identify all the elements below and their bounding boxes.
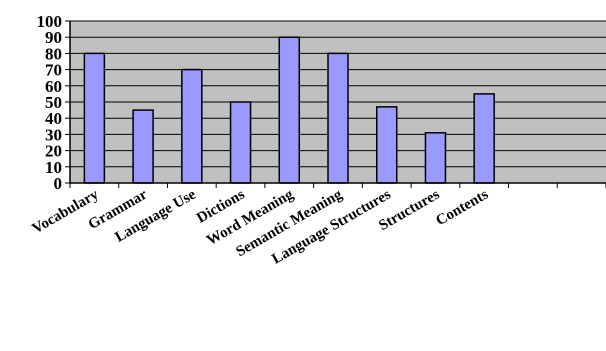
bar — [132, 109, 154, 184]
y-tick-label: 10 — [45, 158, 62, 177]
bar — [473, 93, 495, 184]
y-tick-label: 90 — [45, 28, 62, 47]
bar — [229, 101, 252, 184]
bars — [83, 36, 495, 184]
bar — [375, 106, 398, 184]
y-tick-label: 0 — [54, 174, 63, 193]
x-category-label: Contents — [433, 187, 491, 230]
y-tick-label: 100 — [37, 12, 63, 31]
y-tick-label: 20 — [45, 142, 62, 161]
y-tick-label: 60 — [45, 77, 62, 96]
bar — [181, 68, 203, 184]
y-tick-label: 50 — [45, 93, 62, 112]
y-tick-label: 30 — [45, 125, 62, 144]
y-tick-label: 80 — [45, 44, 62, 63]
y-tick-label: 40 — [45, 109, 62, 128]
bar — [278, 36, 301, 184]
bar — [83, 52, 106, 184]
y-tick-label: 70 — [45, 61, 62, 80]
bar — [424, 132, 447, 184]
bar — [327, 52, 349, 184]
